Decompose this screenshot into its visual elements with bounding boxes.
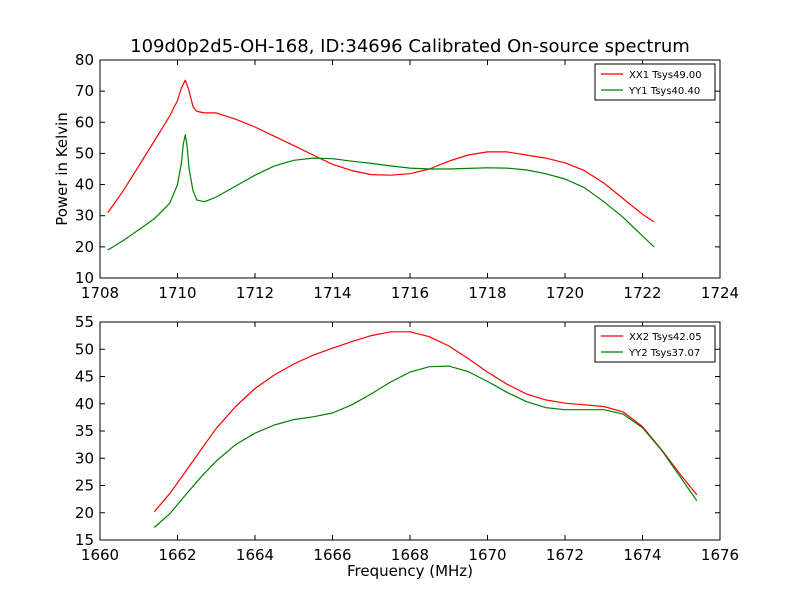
bottom-ytick-label: 15: [75, 531, 94, 549]
bottom-xtick-label: 1670: [468, 546, 506, 564]
top-ytick-label: 30: [75, 207, 94, 225]
bottom-legend-label-xx2: XX2 Tsys42.05: [629, 332, 702, 343]
top-xtick-label: 1708: [81, 284, 119, 302]
top-xtick-label: 1712: [236, 284, 274, 302]
bottom-legend: XX2 Tsys42.05 YY2 Tsys37.07: [594, 325, 716, 363]
top-ytick-label: 60: [75, 113, 94, 131]
bottom-ytick-label: 30: [75, 449, 94, 467]
top-legend-label-yy1: YY1 Tsys40.40: [628, 86, 700, 97]
bottom-plot-ticks: 1660 1662 1664 1666 1668 1670 1672 1674 1676 15 20…: [75, 313, 739, 564]
bottom-xtick-label: 1672: [546, 546, 584, 564]
top-series-line-yy: [107, 134, 655, 251]
top-xtick-label: 1724: [701, 284, 739, 302]
top-plot-ticks: 1708 1710 1712 1714 1716 1718 1720 1722 1724 10 20…: [75, 51, 739, 302]
bottom-ytick-label: 40: [75, 395, 94, 413]
top-plot-series: [107, 79, 655, 251]
bottom-legend-box: [594, 325, 716, 363]
bottom-xtick-label: 1676: [701, 546, 739, 564]
top-legend-label-xx1: XX1 Tsys49.00: [629, 70, 702, 81]
top-legend: XX1 Tsys49.00 YY1 Tsys40.40: [594, 63, 716, 101]
bottom-series-line-xx: [153, 331, 698, 513]
top-series-line-xx: [107, 79, 655, 223]
bottom-legend-label-yy2: YY2 Tsys37.07: [628, 348, 700, 359]
top-ylabel: Power in Kelvin: [53, 112, 71, 226]
top-xtick-label: 1716: [391, 284, 429, 302]
top-ytick-label: 80: [75, 51, 94, 69]
top-ytick-label: 20: [75, 238, 94, 256]
top-ytick-label: 70: [75, 82, 94, 100]
bottom-series-line-yy: [153, 365, 698, 528]
chart-title: 109d0p2d5-OH-168, ID:34696 Calibrated On…: [130, 36, 690, 57]
bottom-ytick-label: 45: [75, 368, 94, 386]
bottom-plot-series: [153, 331, 698, 528]
bottom-xtick-label: 1668: [391, 546, 429, 564]
bottom-ytick-label: 25: [75, 477, 94, 495]
bottom-xlabel: Frequency (MHz): [347, 562, 473, 580]
top-xtick-label: 1718: [468, 284, 506, 302]
bottom-xtick-label: 1674: [623, 546, 661, 564]
top-ytick-label: 10: [75, 269, 94, 287]
top-xtick-label: 1710: [158, 284, 196, 302]
bottom-xtick-label: 1666: [313, 546, 351, 564]
bottom-ytick-label: 50: [75, 340, 94, 358]
top-ytick-label: 40: [75, 176, 94, 194]
top-plot: 1708 1710 1712 1714 1716 1718 1720 1722 1724 10 20…: [53, 51, 739, 302]
top-legend-box: [594, 63, 716, 101]
top-ytick-label: 50: [75, 144, 94, 162]
top-xtick-label: 1720: [546, 284, 584, 302]
top-xtick-label: 1714: [313, 284, 351, 302]
bottom-xtick-label: 1664: [236, 546, 274, 564]
bottom-xtick-label: 1662: [158, 546, 196, 564]
bottom-ytick-label: 20: [75, 504, 94, 522]
bottom-plot: 1660 1662 1664 1666 1668 1670 1672 1674 1676 15 20…: [75, 313, 739, 580]
top-xtick-label: 1722: [623, 284, 661, 302]
bottom-ytick-label: 35: [75, 422, 94, 440]
bottom-ytick-label: 55: [75, 313, 94, 331]
bottom-xtick-label: 1660: [81, 546, 119, 564]
